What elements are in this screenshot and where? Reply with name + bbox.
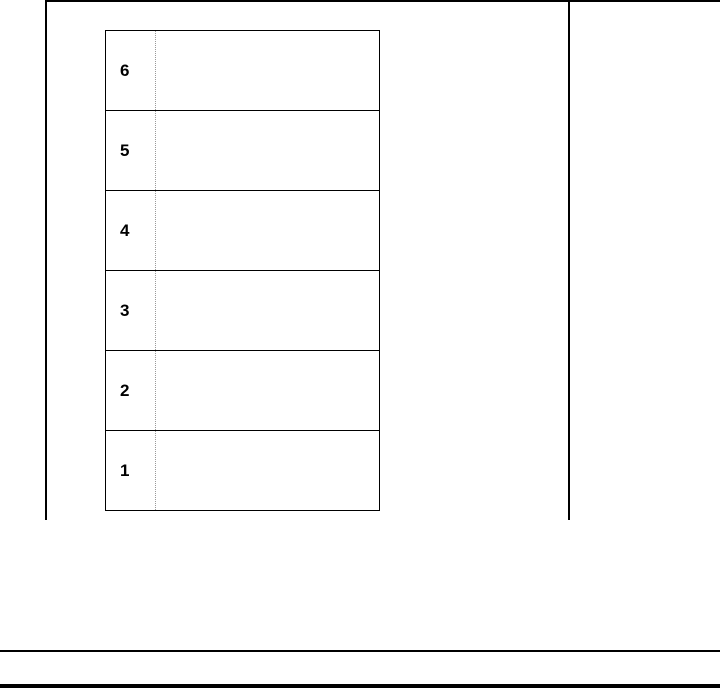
row-label: 2 [106,351,156,431]
row-value [156,191,380,271]
row-value [156,431,380,511]
row-label: 5 [106,111,156,191]
row-label: 1 [106,431,156,511]
row-value [156,111,380,191]
numbered-table: 6 5 4 3 2 1 [105,30,380,511]
top-rule-right [570,0,720,2]
bottom-rule-2 [0,684,720,688]
table-row: 1 [106,431,380,511]
table-row: 4 [106,191,380,271]
table-row: 2 [106,351,380,431]
table-row: 5 [106,111,380,191]
row-value [156,31,380,111]
row-label: 3 [106,271,156,351]
table-row: 3 [106,271,380,351]
table-row: 6 [106,31,380,111]
row-value [156,351,380,431]
row-label: 6 [106,31,156,111]
bottom-rule-1 [0,650,720,652]
row-label: 4 [106,191,156,271]
content-frame: 6 5 4 3 2 1 [45,0,570,520]
row-value [156,271,380,351]
